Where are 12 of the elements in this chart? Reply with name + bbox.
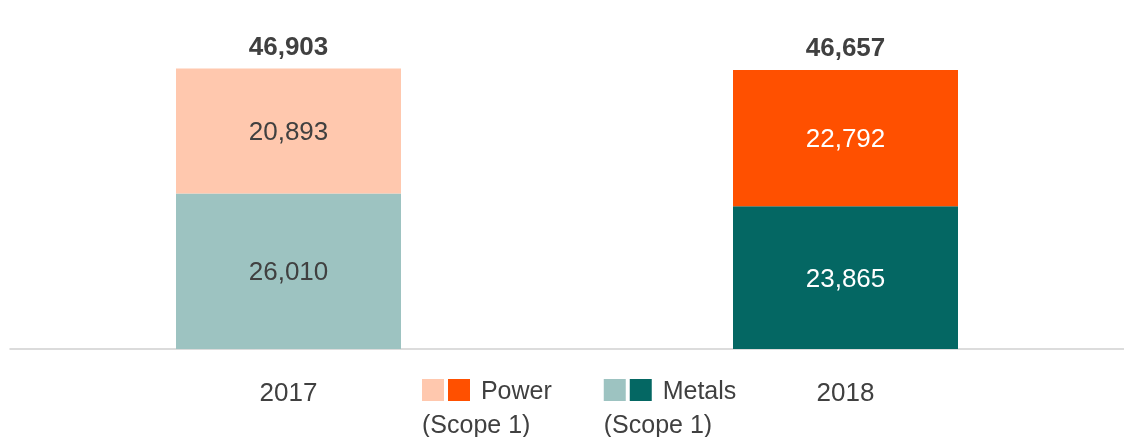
bar — [733, 69, 958, 207]
x-tick-label: 2018 — [816, 377, 875, 407]
bar — [176, 68, 401, 194]
total-label: 46,657 — [805, 31, 886, 62]
x-tick-label: 2017 — [259, 377, 318, 407]
bar — [176, 193, 401, 349]
bar — [733, 206, 958, 349]
data-label: 20,893 — [248, 115, 329, 146]
total-label: 46,903 — [248, 30, 329, 61]
data-label: 26,010 — [248, 256, 329, 287]
data-label: 22,792 — [805, 123, 886, 154]
data-label: 23,865 — [805, 262, 886, 293]
